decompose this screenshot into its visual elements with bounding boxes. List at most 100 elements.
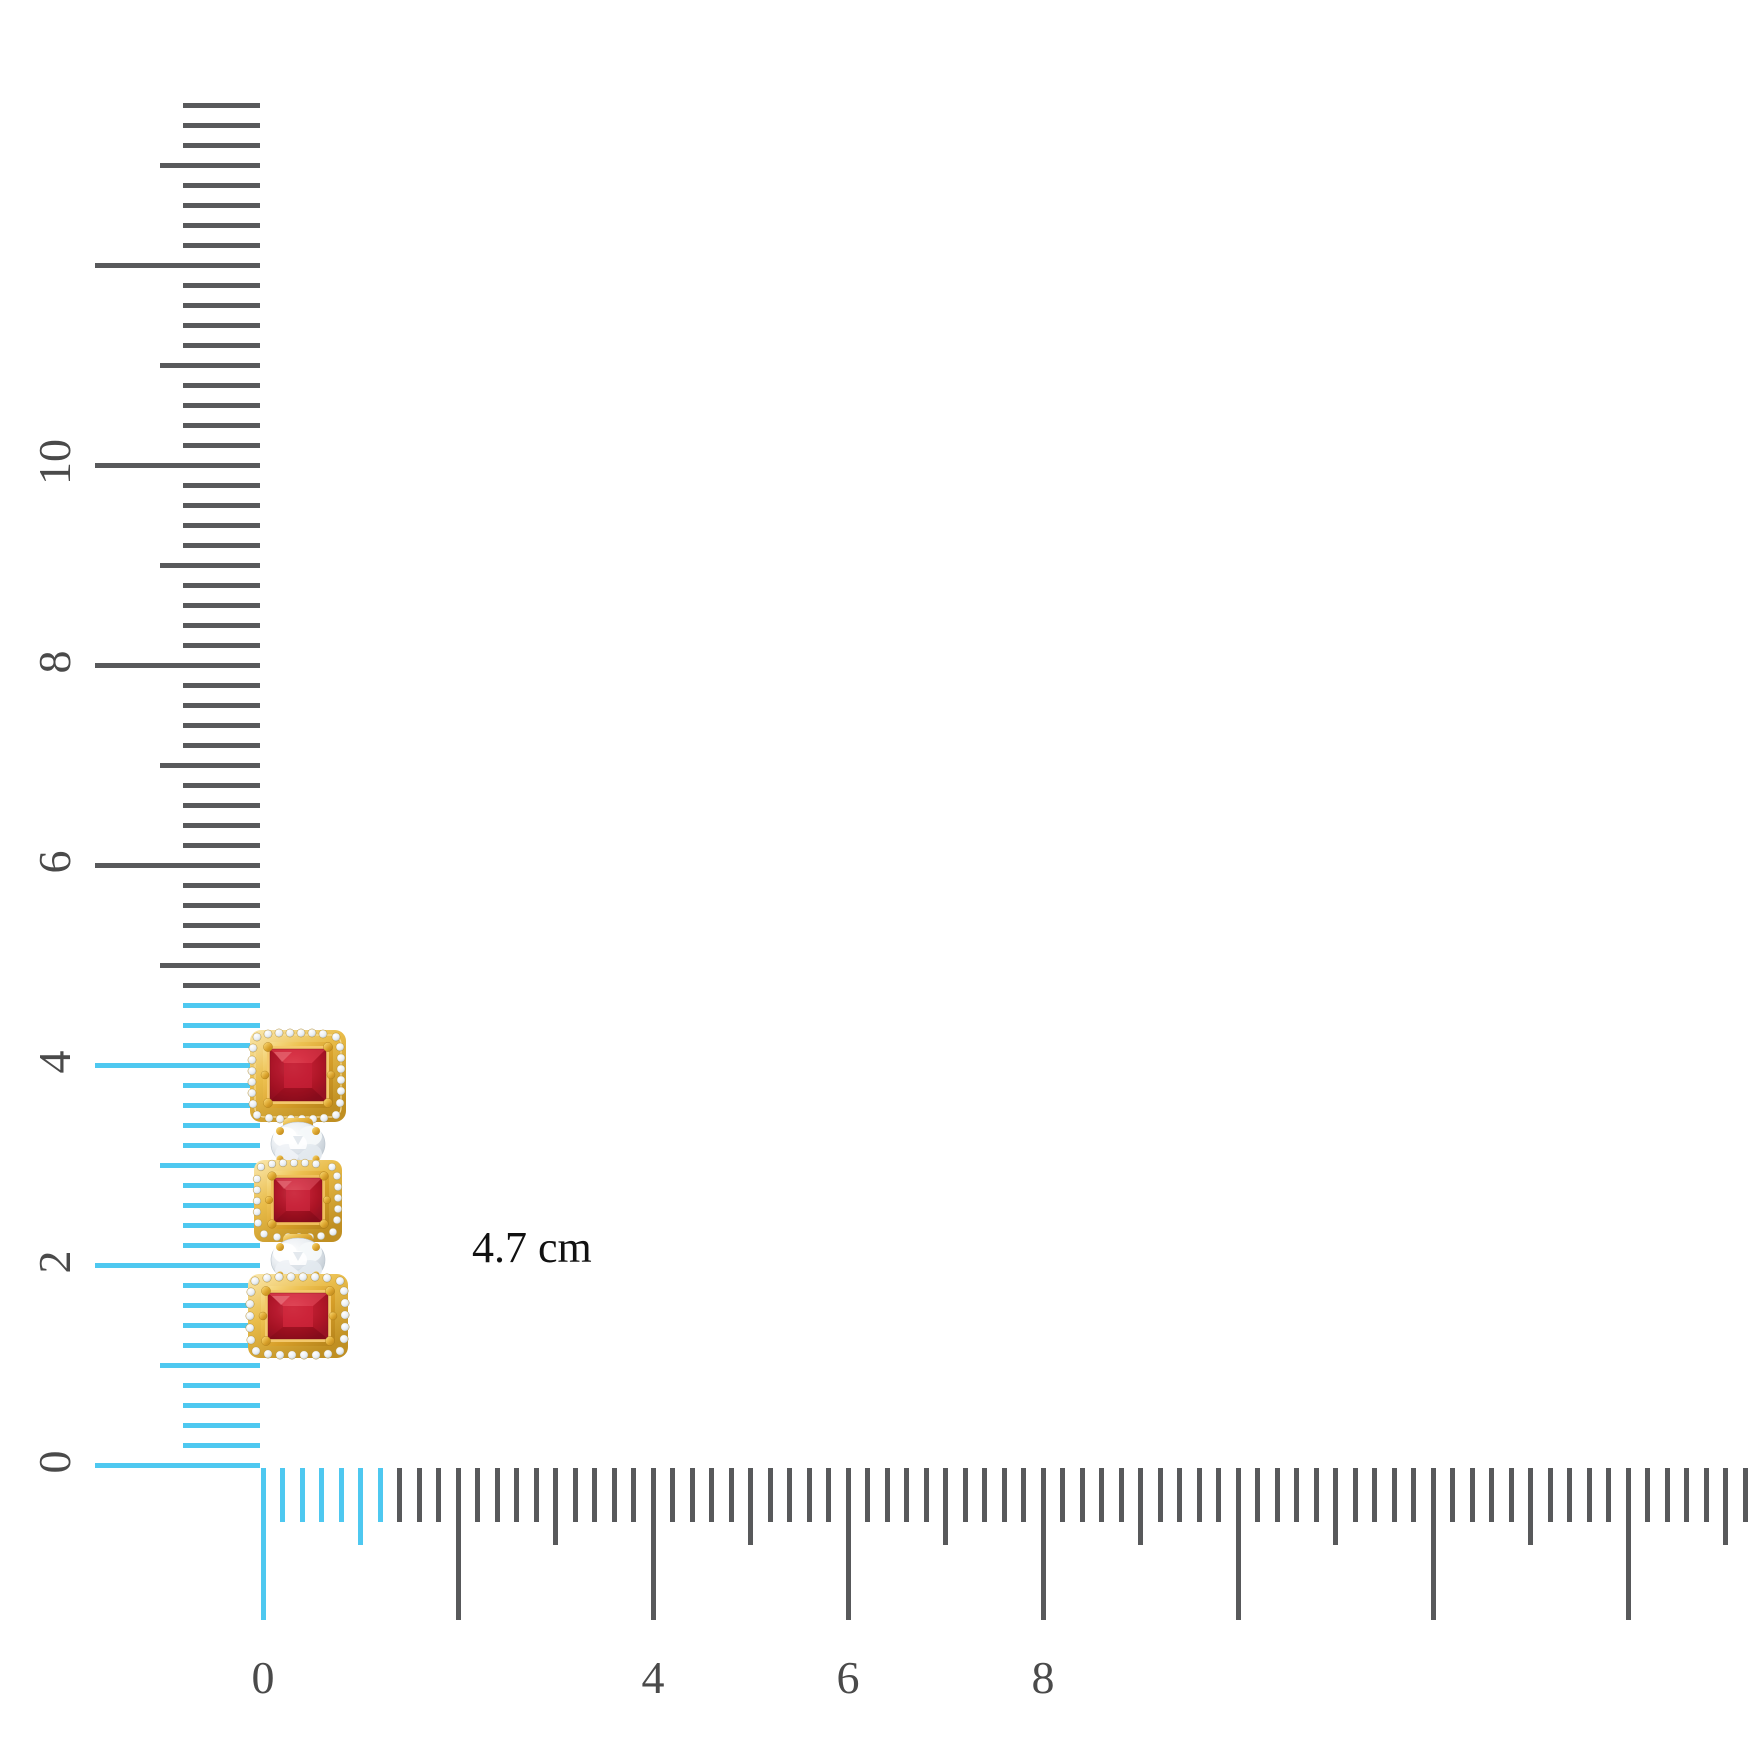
hruler-tick — [553, 1468, 558, 1545]
hruler-tick — [280, 1468, 285, 1522]
hruler-tick — [982, 1468, 987, 1522]
vruler-label: 0 — [29, 1450, 80, 1474]
hruler-tick — [631, 1468, 636, 1522]
vruler-tick — [183, 342, 260, 348]
hruler-tick — [1547, 1468, 1553, 1522]
vruler-tick — [183, 1322, 260, 1328]
gem-middle-setting — [252, 1158, 343, 1242]
hruler-tick — [806, 1468, 812, 1522]
hruler-tick — [514, 1468, 519, 1522]
vruler-tick — [183, 1042, 260, 1048]
hruler-tick — [319, 1468, 324, 1522]
vruler-tick — [183, 722, 260, 728]
hruler-tick — [1528, 1468, 1533, 1545]
hruler-tick — [1684, 1468, 1689, 1522]
vruler-tick — [183, 1442, 260, 1448]
hruler-tick — [1352, 1468, 1358, 1522]
vruler-tick — [183, 882, 260, 888]
vruler-tick — [183, 642, 260, 648]
vruler-tick — [183, 1282, 260, 1288]
vruler-tick — [183, 1202, 260, 1208]
hruler-tick — [1469, 1468, 1475, 1522]
vruler-tick — [183, 522, 260, 528]
vruler-tick — [183, 422, 260, 428]
hruler-tick — [494, 1468, 500, 1522]
hruler-tick — [1255, 1468, 1260, 1522]
vruler-tick — [183, 1222, 260, 1228]
hruler-tick — [1430, 1468, 1436, 1620]
product-image — [238, 1018, 358, 1363]
vruler-tick — [183, 1182, 260, 1188]
vruler-tick — [183, 222, 260, 228]
hruler-tick — [455, 1468, 461, 1620]
vruler-tick — [95, 462, 260, 468]
hruler-tick — [1508, 1468, 1514, 1522]
hruler-tick — [787, 1468, 792, 1522]
vruler-tick — [183, 602, 260, 608]
hruler-tick — [416, 1468, 422, 1522]
hruler-tick — [865, 1468, 870, 1522]
hruler-tick — [358, 1468, 363, 1545]
vruler-tick — [183, 802, 260, 808]
hruler-tick — [1021, 1468, 1026, 1522]
vruler-label: 4 — [29, 1050, 80, 1074]
vruler-tick — [160, 962, 260, 968]
vruler-tick — [183, 142, 260, 148]
hruler-tick — [884, 1468, 890, 1522]
hruler-tick — [1586, 1468, 1592, 1522]
vruler-tick — [183, 742, 260, 748]
hruler-tick — [826, 1468, 831, 1522]
vruler-tick — [160, 562, 260, 568]
cluster-lower — [270, 1234, 326, 1283]
hruler-tick — [1664, 1468, 1670, 1522]
hruler-tick — [436, 1468, 441, 1522]
hruler-tick — [689, 1468, 695, 1522]
hruler-tick — [1313, 1468, 1319, 1522]
gem-top — [269, 1048, 327, 1102]
vruler-tick — [183, 942, 260, 948]
hruler-tick — [1391, 1468, 1397, 1522]
vruler-tick — [160, 762, 260, 768]
hruler-tick — [748, 1468, 753, 1545]
hruler-tick — [1333, 1468, 1338, 1545]
hruler-tick — [1606, 1468, 1611, 1522]
vruler-label: 8 — [29, 650, 80, 674]
hruler-tick — [1235, 1468, 1241, 1620]
vruler-tick — [183, 502, 260, 508]
vruler-tick — [183, 682, 260, 688]
vruler-tick — [95, 262, 260, 268]
vruler-tick — [183, 1022, 260, 1028]
vruler-tick — [183, 542, 260, 548]
vruler-tick — [95, 862, 260, 868]
vruler-tick — [183, 202, 260, 208]
vruler-tick — [183, 282, 260, 288]
vruler-tick — [183, 322, 260, 328]
hruler-tick — [1177, 1468, 1182, 1522]
hruler-tick — [1567, 1468, 1572, 1522]
vruler-tick — [183, 382, 260, 388]
hruler-tick — [1099, 1468, 1104, 1522]
vruler-tick — [95, 1062, 260, 1068]
vruler-tick — [183, 1242, 260, 1248]
hruler-tick — [1489, 1468, 1494, 1522]
hruler-tick — [1196, 1468, 1202, 1522]
vruler-tick — [183, 902, 260, 908]
gem-bottom — [267, 1292, 329, 1340]
hruler-tick — [728, 1468, 734, 1522]
gem-middle — [273, 1177, 323, 1223]
vruler-tick — [160, 162, 260, 168]
hruler-tick — [1294, 1468, 1299, 1522]
hruler-tick — [533, 1468, 539, 1522]
hruler-tick — [299, 1468, 305, 1522]
hruler-tick — [1742, 1468, 1748, 1522]
size-label: 4.7 cm — [472, 1223, 592, 1272]
hruler-tick — [1040, 1468, 1046, 1620]
vruler-tick — [183, 1122, 260, 1128]
hruler-tick — [1645, 1468, 1650, 1522]
vruler-tick — [183, 1422, 260, 1428]
vruler-tick — [183, 1002, 260, 1008]
hruler-tick — [1625, 1468, 1631, 1620]
vruler-tick — [160, 1362, 260, 1368]
vruler-tick — [183, 1082, 260, 1088]
